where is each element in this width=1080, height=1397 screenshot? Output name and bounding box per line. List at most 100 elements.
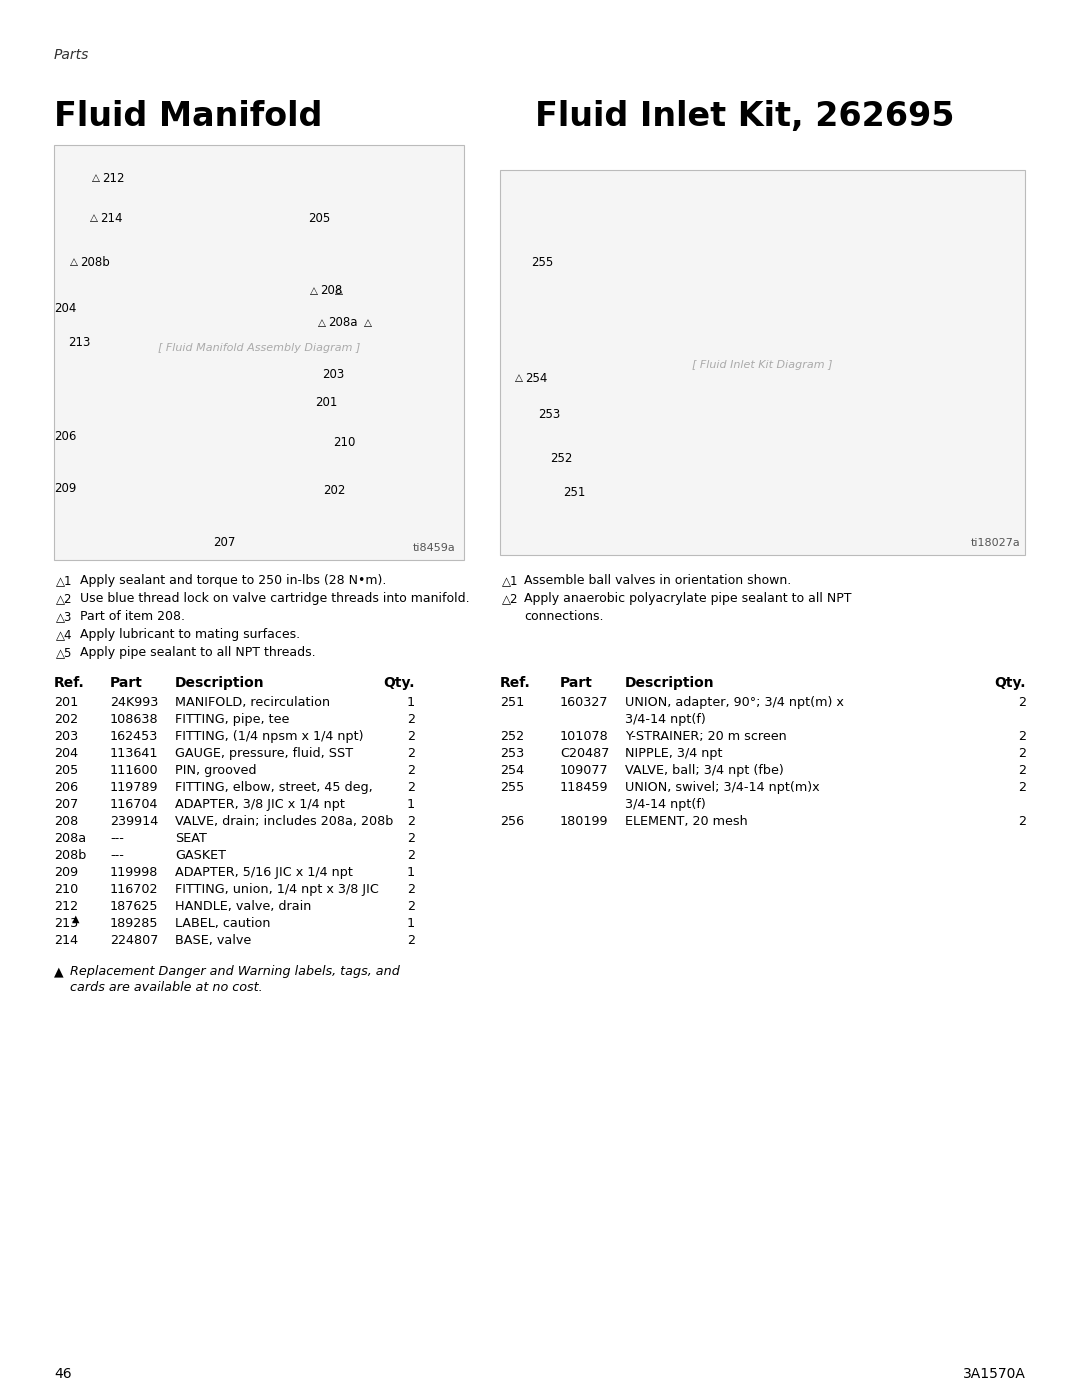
Text: ---: ---: [110, 849, 124, 862]
Text: 1: 1: [407, 916, 415, 930]
Text: 1: 1: [407, 798, 415, 812]
Text: 2: 2: [407, 747, 415, 760]
Text: 255: 255: [531, 257, 553, 270]
Text: VALVE, ball; 3/4 npt (fbe): VALVE, ball; 3/4 npt (fbe): [625, 764, 784, 777]
Text: 213: 213: [54, 916, 78, 930]
Text: 212: 212: [54, 900, 78, 914]
Text: 202: 202: [323, 483, 346, 496]
Text: MANIFOLD, recirculation: MANIFOLD, recirculation: [175, 696, 330, 710]
Text: △2: △2: [502, 592, 518, 605]
Text: 160327: 160327: [561, 696, 608, 710]
Text: 239914: 239914: [110, 814, 159, 828]
Text: 2: 2: [1018, 747, 1026, 760]
Text: VALVE, drain; includes 208a, 208b: VALVE, drain; includes 208a, 208b: [175, 814, 393, 828]
Text: Y-STRAINER; 20 m screen: Y-STRAINER; 20 m screen: [625, 731, 786, 743]
Bar: [500, 170, 1025, 555]
Text: 2: 2: [407, 814, 415, 828]
Text: 2: 2: [407, 900, 415, 914]
Text: 111600: 111600: [110, 764, 159, 777]
Text: △: △: [90, 212, 98, 224]
Text: 2: 2: [407, 883, 415, 895]
Text: Part: Part: [110, 676, 143, 690]
Text: 210: 210: [333, 436, 355, 450]
Text: 203: 203: [322, 369, 345, 381]
Text: 252: 252: [550, 451, 572, 464]
Text: 253: 253: [538, 408, 561, 422]
Text: Apply lubricant to mating surfaces.: Apply lubricant to mating surfaces.: [80, 629, 300, 641]
Text: 2: 2: [1018, 781, 1026, 793]
Text: 180199: 180199: [561, 814, 608, 828]
Text: Fluid Manifold: Fluid Manifold: [54, 101, 322, 133]
Text: 202: 202: [54, 712, 78, 726]
Text: △3: △3: [56, 610, 72, 623]
Text: △: △: [318, 319, 326, 328]
Text: Apply anaerobic polyacrylate pipe sealant to all NPT: Apply anaerobic polyacrylate pipe sealan…: [524, 592, 851, 605]
Text: cards are available at no cost.: cards are available at no cost.: [70, 981, 262, 995]
Text: Ref.: Ref.: [54, 676, 84, 690]
Text: 3/4-14 npt(f): 3/4-14 npt(f): [625, 712, 705, 726]
Text: 189285: 189285: [110, 916, 159, 930]
Text: 208: 208: [320, 285, 342, 298]
Text: 2: 2: [1018, 731, 1026, 743]
Text: 201: 201: [315, 397, 337, 409]
Text: connections.: connections.: [524, 610, 604, 623]
Text: Apply sealant and torque to 250 in-lbs (28 N•m).: Apply sealant and torque to 250 in-lbs (…: [80, 574, 387, 587]
Text: 251: 251: [563, 486, 585, 500]
Text: [ Fluid Inlet Kit Diagram ]: [ Fluid Inlet Kit Diagram ]: [692, 360, 833, 370]
Text: 2: 2: [407, 849, 415, 862]
Text: 214: 214: [100, 211, 122, 225]
Bar: [54, 145, 464, 560]
Text: Fluid Inlet Kit, 262695: Fluid Inlet Kit, 262695: [535, 101, 955, 133]
Text: Replacement Danger and Warning labels, tags, and: Replacement Danger and Warning labels, t…: [70, 965, 400, 978]
Text: FITTING, elbow, street, 45 deg,: FITTING, elbow, street, 45 deg,: [175, 781, 373, 793]
Text: 224807: 224807: [110, 935, 159, 947]
Text: Part: Part: [561, 676, 593, 690]
Text: △: △: [70, 257, 78, 267]
Text: 256: 256: [500, 814, 524, 828]
Text: [ Fluid Manifold Assembly Diagram ]: [ Fluid Manifold Assembly Diagram ]: [158, 344, 361, 353]
Text: 2: 2: [407, 764, 415, 777]
Text: FITTING, (1/4 npsm x 1/4 npt): FITTING, (1/4 npsm x 1/4 npt): [175, 731, 364, 743]
Text: 118459: 118459: [561, 781, 608, 793]
Text: Qty.: Qty.: [383, 676, 415, 690]
Text: 209: 209: [54, 866, 78, 879]
Text: 206: 206: [54, 781, 78, 793]
Text: Ref.: Ref.: [500, 676, 530, 690]
Text: 2: 2: [1018, 696, 1026, 710]
Text: Description: Description: [625, 676, 715, 690]
Text: 208b: 208b: [80, 256, 110, 268]
Text: 206: 206: [54, 430, 77, 443]
Text: 208a: 208a: [328, 317, 357, 330]
Text: 208b: 208b: [54, 849, 86, 862]
Text: ti18027a: ti18027a: [970, 538, 1020, 548]
Text: △5: △5: [56, 645, 72, 659]
Text: Qty.: Qty.: [995, 676, 1026, 690]
Text: 253: 253: [500, 747, 524, 760]
Text: 119789: 119789: [110, 781, 159, 793]
Text: 116702: 116702: [110, 883, 159, 895]
Text: 113641: 113641: [110, 747, 159, 760]
Text: 204: 204: [54, 747, 78, 760]
Text: GASKET: GASKET: [175, 849, 226, 862]
Text: Part of item 208.: Part of item 208.: [80, 610, 185, 623]
Text: 254: 254: [525, 372, 548, 384]
Text: 2: 2: [407, 731, 415, 743]
Text: 2: 2: [407, 781, 415, 793]
Text: 2: 2: [1018, 764, 1026, 777]
Text: 204: 204: [54, 302, 77, 314]
Text: 119998: 119998: [110, 866, 159, 879]
Text: ▲: ▲: [54, 965, 64, 978]
Text: 254: 254: [500, 764, 524, 777]
Text: 3A1570A: 3A1570A: [963, 1368, 1026, 1382]
Text: ELEMENT, 20 mesh: ELEMENT, 20 mesh: [625, 814, 747, 828]
Text: 208a: 208a: [54, 833, 86, 845]
Text: 46: 46: [54, 1368, 71, 1382]
Text: ---: ---: [110, 833, 124, 845]
Text: Assemble ball valves in orientation shown.: Assemble ball valves in orientation show…: [524, 574, 792, 587]
Text: 207: 207: [213, 536, 235, 549]
Text: △: △: [364, 319, 372, 328]
Text: 213: 213: [68, 337, 91, 349]
Text: Parts: Parts: [54, 47, 90, 61]
Text: △1: △1: [56, 574, 72, 587]
Text: 205: 205: [308, 211, 330, 225]
